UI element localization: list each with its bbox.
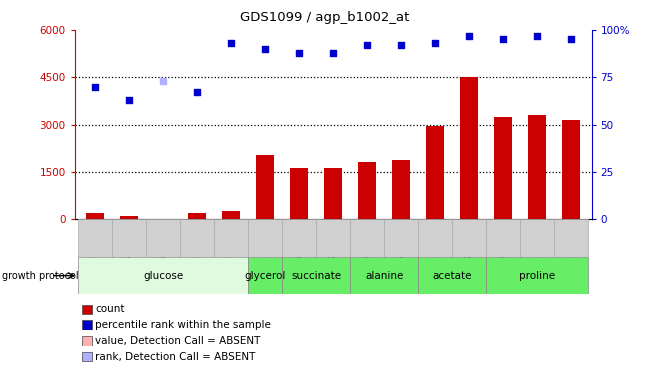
Bar [460,77,478,219]
Text: growth protocol: growth protocol [2,271,79,280]
Bar [324,168,343,219]
Bar [282,257,350,294]
Point [226,40,237,46]
Text: glucose: glucose [143,271,183,280]
Bar [554,219,588,257]
Point [294,50,304,56]
Bar [562,120,580,219]
Text: GDS1099 / agp_b1002_at: GDS1099 / agp_b1002_at [240,11,410,24]
Bar [384,219,418,257]
Bar [180,219,214,257]
Bar [528,115,547,219]
Text: alanine: alanine [365,271,403,280]
Text: proline: proline [519,271,555,280]
Point [566,36,577,42]
Text: acetate: acetate [432,271,472,280]
Bar [256,154,274,219]
Bar [350,219,384,257]
Point [328,50,338,56]
Point [260,46,270,52]
Bar [494,117,512,219]
Bar [86,213,105,219]
Bar [316,219,350,257]
Text: percentile rank within the sample: percentile rank within the sample [95,320,271,330]
Bar [358,162,376,219]
Bar [214,219,248,257]
Text: value, Detection Call = ABSENT: value, Detection Call = ABSENT [95,336,260,346]
Point [498,36,508,42]
Bar [418,257,486,294]
Bar [78,219,112,257]
Bar [290,168,309,219]
Bar [452,219,486,257]
Point [124,97,135,103]
Bar [112,219,146,257]
Text: succinate: succinate [291,271,341,280]
Point [192,90,202,96]
Bar [486,219,520,257]
Bar [426,126,445,219]
Point [158,78,168,84]
Bar [486,257,588,294]
Bar [146,219,180,257]
Text: rank, Detection Call = ABSENT: rank, Detection Call = ABSENT [95,352,255,362]
Point [362,42,372,48]
Text: count: count [95,304,124,314]
Bar [520,219,554,257]
Point [90,84,100,90]
Bar [78,257,248,294]
Point [396,42,406,48]
Bar [248,257,282,294]
Point [430,40,440,46]
Bar [222,211,240,219]
Bar [418,219,452,257]
Text: glycerol: glycerol [244,271,286,280]
Point [532,33,542,39]
Bar [188,213,207,219]
Point [464,33,474,39]
Bar [392,160,410,219]
Bar [350,257,418,294]
Bar [248,219,282,257]
Bar [120,216,138,219]
Bar [282,219,316,257]
